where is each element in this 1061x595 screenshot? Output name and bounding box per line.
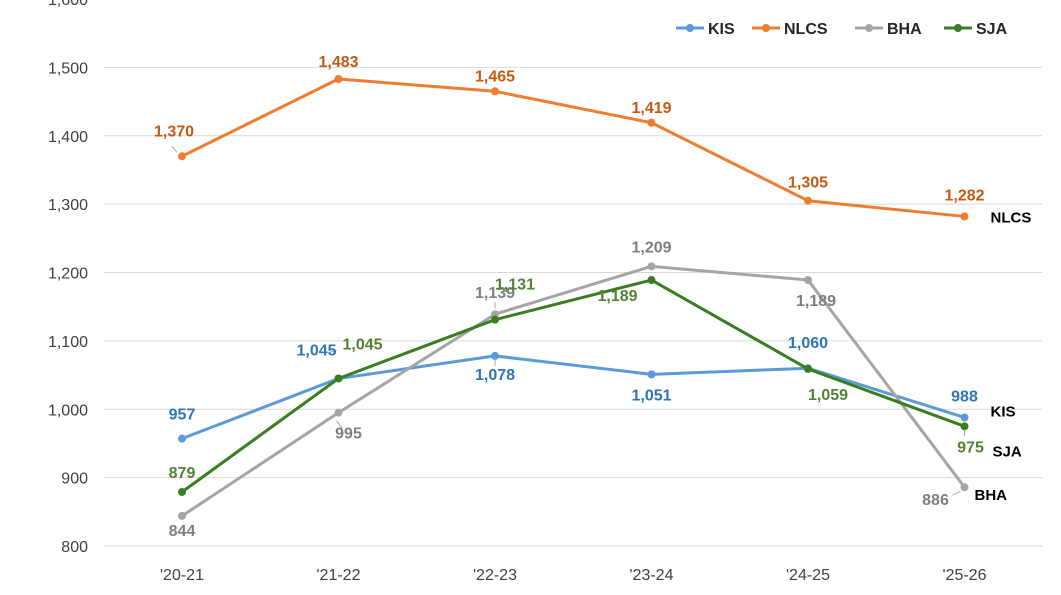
data-point-nlcs [960,212,969,221]
data-point-nlcs [178,152,186,161]
y-tick-label: 1,000 [48,402,88,419]
x-tick-label: '22-23 [473,567,517,584]
series-line-sja [180,278,966,494]
legend-label: SJA [976,21,1008,38]
legend: KIS NLCS BHA SJA [676,21,1008,38]
data-label-sja: 975 [957,439,984,456]
data-point-sja [334,374,343,383]
label-leader-line [171,145,178,153]
y-tick-label: 1,600 [48,0,88,9]
data-label-nlcs: 1,370 [154,123,194,140]
x-tick-label: '21-22 [317,567,361,584]
data-point-bha [491,310,499,319]
data-point-nlcs [647,118,656,127]
x-tick-label: '25-26 [943,567,987,584]
legend-label: BHA [887,21,922,38]
y-tick-label: 900 [61,471,88,488]
series-end-label-bha: BHA [975,487,1008,504]
y-axis-tick-labels: 800 900 1,000 1,100 1,200 1,300 1,400 1,500 1,60… [48,0,88,556]
data-label-kis: 1,045 [296,342,336,359]
data-label-bha: 995 [335,426,362,443]
data-label-nlcs: 1,465 [475,68,515,85]
y-tick-label: 800 [61,539,88,556]
data-point-kis [960,413,969,422]
data-labels: 957 1,045 1,078 1,051 1,060 988 KIS 1,370 1,483 1… [154,54,1031,540]
series-line-bha [180,264,966,518]
x-tick-label: '24-25 [786,567,830,584]
series-lines [178,74,969,520]
label-leader-line [328,349,337,353]
data-label-bha: 1,209 [631,239,671,256]
data-label-bha: 1,139 [475,285,515,302]
data-point-sja [647,276,656,285]
series-line-kis [180,354,966,441]
data-point-bha [960,483,969,492]
x-axis-tick-labels: '20-21 '21-22 '22-23 '23-24 '24-25 '25-26 [160,567,987,584]
data-point-bha [334,408,343,417]
data-label-nlcs: 1,483 [318,54,358,71]
legend-swatch-marker [865,24,873,32]
x-tick-label: '20-21 [160,567,204,584]
data-label-sja: 1,131 [495,277,535,294]
y-tick-label: 1,400 [48,129,88,146]
legend-item-bha: BHA [855,21,922,38]
legend-swatch-marker [954,24,962,32]
legend-swatch-marker [686,24,694,32]
y-tick-label: 1,300 [48,197,88,214]
data-label-kis: 1,051 [631,387,671,404]
series-end-label-nlcs: NLCS [991,209,1032,226]
series-line-nlcs [180,77,966,218]
data-point-nlcs [491,87,499,96]
data-point-nlcs [804,196,812,205]
legend-swatch-marker [762,24,770,32]
data-point-sja [804,364,812,373]
legend-label: KIS [708,21,735,38]
data-label-bha: 1,189 [796,293,836,310]
data-point-sja [178,487,186,496]
data-label-nlcs: 1,282 [944,187,984,204]
legend-label: NLCS [784,21,828,38]
data-label-sja: 1,189 [597,288,637,305]
series-end-label-kis: KIS [991,403,1016,420]
data-label-sja: 1,059 [808,387,848,404]
data-label-kis: 957 [169,407,196,424]
data-point-bha [178,511,186,520]
legend-item-sja: SJA [944,21,1008,38]
x-tick-label: '23-24 [630,567,674,584]
data-label-kis: 988 [951,388,978,405]
data-label-sja: 879 [169,465,196,482]
grid-lines [104,66,1042,547]
data-point-kis [178,434,186,443]
data-label-sja: 1,045 [342,336,382,353]
data-point-nlcs [334,74,343,83]
data-point-bha [804,276,812,285]
series-end-label-sja: SJA [993,443,1022,460]
data-point-sja [491,315,499,324]
data-point-kis [647,370,656,379]
y-tick-label: 1,200 [48,266,88,283]
data-point-bha [647,262,656,271]
data-label-bha: 886 [922,492,949,509]
data-label-bha: 844 [169,523,196,540]
data-label-kis: 1,060 [788,335,828,352]
legend-item-nlcs: NLCS [752,21,828,38]
legend-item-kis: KIS [676,21,735,38]
data-label-nlcs: 1,419 [631,100,671,117]
data-point-sja [960,422,969,431]
y-tick-label: 1,100 [48,334,88,351]
data-point-kis [491,351,499,360]
data-label-kis: 1,078 [475,367,515,384]
label-leader-line [952,490,961,496]
y-tick-label: 1,500 [48,60,88,77]
data-label-nlcs: 1,305 [788,175,828,192]
label-leader-line [336,420,343,429]
